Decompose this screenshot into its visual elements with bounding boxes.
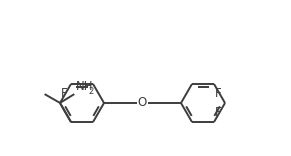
Text: F: F xyxy=(61,87,68,100)
Text: 2: 2 xyxy=(89,87,94,96)
Text: F: F xyxy=(215,87,222,100)
Text: O: O xyxy=(138,97,147,110)
Text: NH: NH xyxy=(76,80,94,93)
Text: F: F xyxy=(215,106,222,119)
